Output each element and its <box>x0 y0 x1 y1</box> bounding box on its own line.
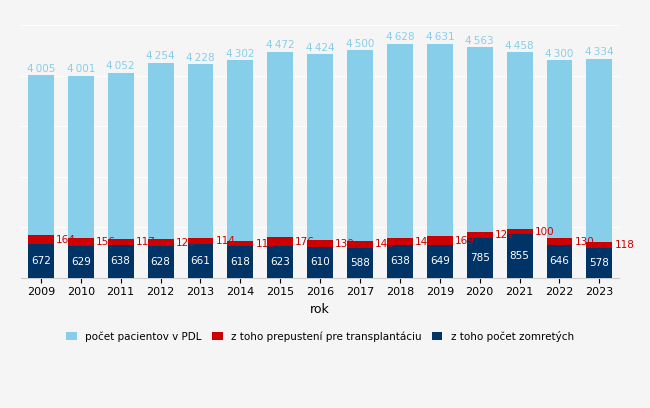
Text: 638: 638 <box>390 257 410 266</box>
Text: 785: 785 <box>470 253 489 263</box>
Text: 610: 610 <box>310 257 330 267</box>
Bar <box>187 64 213 277</box>
Text: 4 500: 4 500 <box>346 39 374 49</box>
Text: 4 334: 4 334 <box>585 47 614 57</box>
Text: 4 254: 4 254 <box>146 51 175 61</box>
Text: 118: 118 <box>614 240 634 251</box>
Text: 117: 117 <box>136 237 155 247</box>
Text: 4 458: 4 458 <box>505 41 534 51</box>
Legend: počet pacientov v PDL, z toho prepustení pre transplantáciu, z toho počet zomret: počet pacientov v PDL, z toho prepustení… <box>62 326 578 346</box>
Text: 100: 100 <box>534 227 554 237</box>
Bar <box>427 44 453 277</box>
Bar <box>267 246 293 277</box>
Bar <box>108 239 134 245</box>
Bar <box>307 240 333 247</box>
Text: 588: 588 <box>350 258 370 268</box>
Text: 121: 121 <box>495 230 515 240</box>
Text: 638: 638 <box>111 257 131 266</box>
Text: 649: 649 <box>430 256 450 266</box>
Text: 629: 629 <box>71 257 91 267</box>
Bar <box>547 245 573 277</box>
Bar <box>387 238 413 245</box>
Bar <box>68 238 94 246</box>
X-axis label: rok: rok <box>310 303 330 316</box>
Text: 130: 130 <box>575 237 594 247</box>
Bar <box>586 248 612 277</box>
Text: 672: 672 <box>31 256 51 266</box>
Bar <box>427 245 453 277</box>
Text: 4 631: 4 631 <box>426 32 454 42</box>
Bar <box>108 245 134 277</box>
Text: 144: 144 <box>415 237 435 247</box>
Text: 4 302: 4 302 <box>226 49 255 59</box>
Bar <box>586 242 612 248</box>
Text: 4 563: 4 563 <box>465 35 494 46</box>
Bar <box>68 75 94 277</box>
Text: 156: 156 <box>96 237 116 247</box>
Text: 4 001: 4 001 <box>66 64 95 74</box>
Bar <box>307 54 333 277</box>
Bar <box>387 245 413 277</box>
Text: 4 472: 4 472 <box>266 40 294 50</box>
Bar <box>267 52 293 277</box>
Text: 855: 855 <box>510 251 530 261</box>
Text: 628: 628 <box>151 257 170 267</box>
Text: 128: 128 <box>176 237 196 248</box>
Text: 143: 143 <box>375 239 395 249</box>
Bar <box>68 246 94 277</box>
Text: 4 424: 4 424 <box>306 43 335 53</box>
Bar <box>347 241 373 248</box>
Bar <box>267 237 293 246</box>
Bar <box>467 238 493 277</box>
Text: 4 300: 4 300 <box>545 49 574 59</box>
Text: 578: 578 <box>590 258 609 268</box>
Bar <box>427 236 453 245</box>
Text: 4 628: 4 628 <box>385 32 414 42</box>
Bar <box>28 244 54 277</box>
Bar <box>547 238 573 245</box>
Bar <box>506 53 532 277</box>
Bar <box>28 75 54 277</box>
Bar <box>347 248 373 277</box>
Text: 112: 112 <box>255 239 275 248</box>
Text: 618: 618 <box>230 257 250 267</box>
Bar <box>586 59 612 277</box>
Text: 661: 661 <box>190 256 211 266</box>
Text: 130: 130 <box>335 239 355 248</box>
Text: 4 005: 4 005 <box>27 64 55 74</box>
Bar <box>148 246 174 277</box>
Bar <box>467 47 493 277</box>
Bar <box>227 60 254 277</box>
Text: 164: 164 <box>56 235 76 244</box>
Bar <box>28 235 54 244</box>
Bar <box>148 63 174 277</box>
Bar <box>187 238 213 244</box>
Bar <box>506 235 532 277</box>
Text: 623: 623 <box>270 257 290 267</box>
Bar <box>387 44 413 277</box>
Text: 176: 176 <box>295 237 315 247</box>
Text: 114: 114 <box>215 236 235 246</box>
Bar <box>307 247 333 277</box>
Bar <box>227 246 254 277</box>
Bar <box>148 239 174 246</box>
Bar <box>187 244 213 277</box>
Text: 646: 646 <box>549 256 569 266</box>
Bar <box>506 229 532 235</box>
Text: 4 052: 4 052 <box>107 62 135 71</box>
Text: 169: 169 <box>455 235 474 246</box>
Text: 4 228: 4 228 <box>186 53 214 62</box>
Bar <box>108 73 134 277</box>
Bar <box>547 60 573 277</box>
Bar <box>347 50 373 277</box>
Bar <box>467 232 493 238</box>
Bar <box>227 241 254 246</box>
